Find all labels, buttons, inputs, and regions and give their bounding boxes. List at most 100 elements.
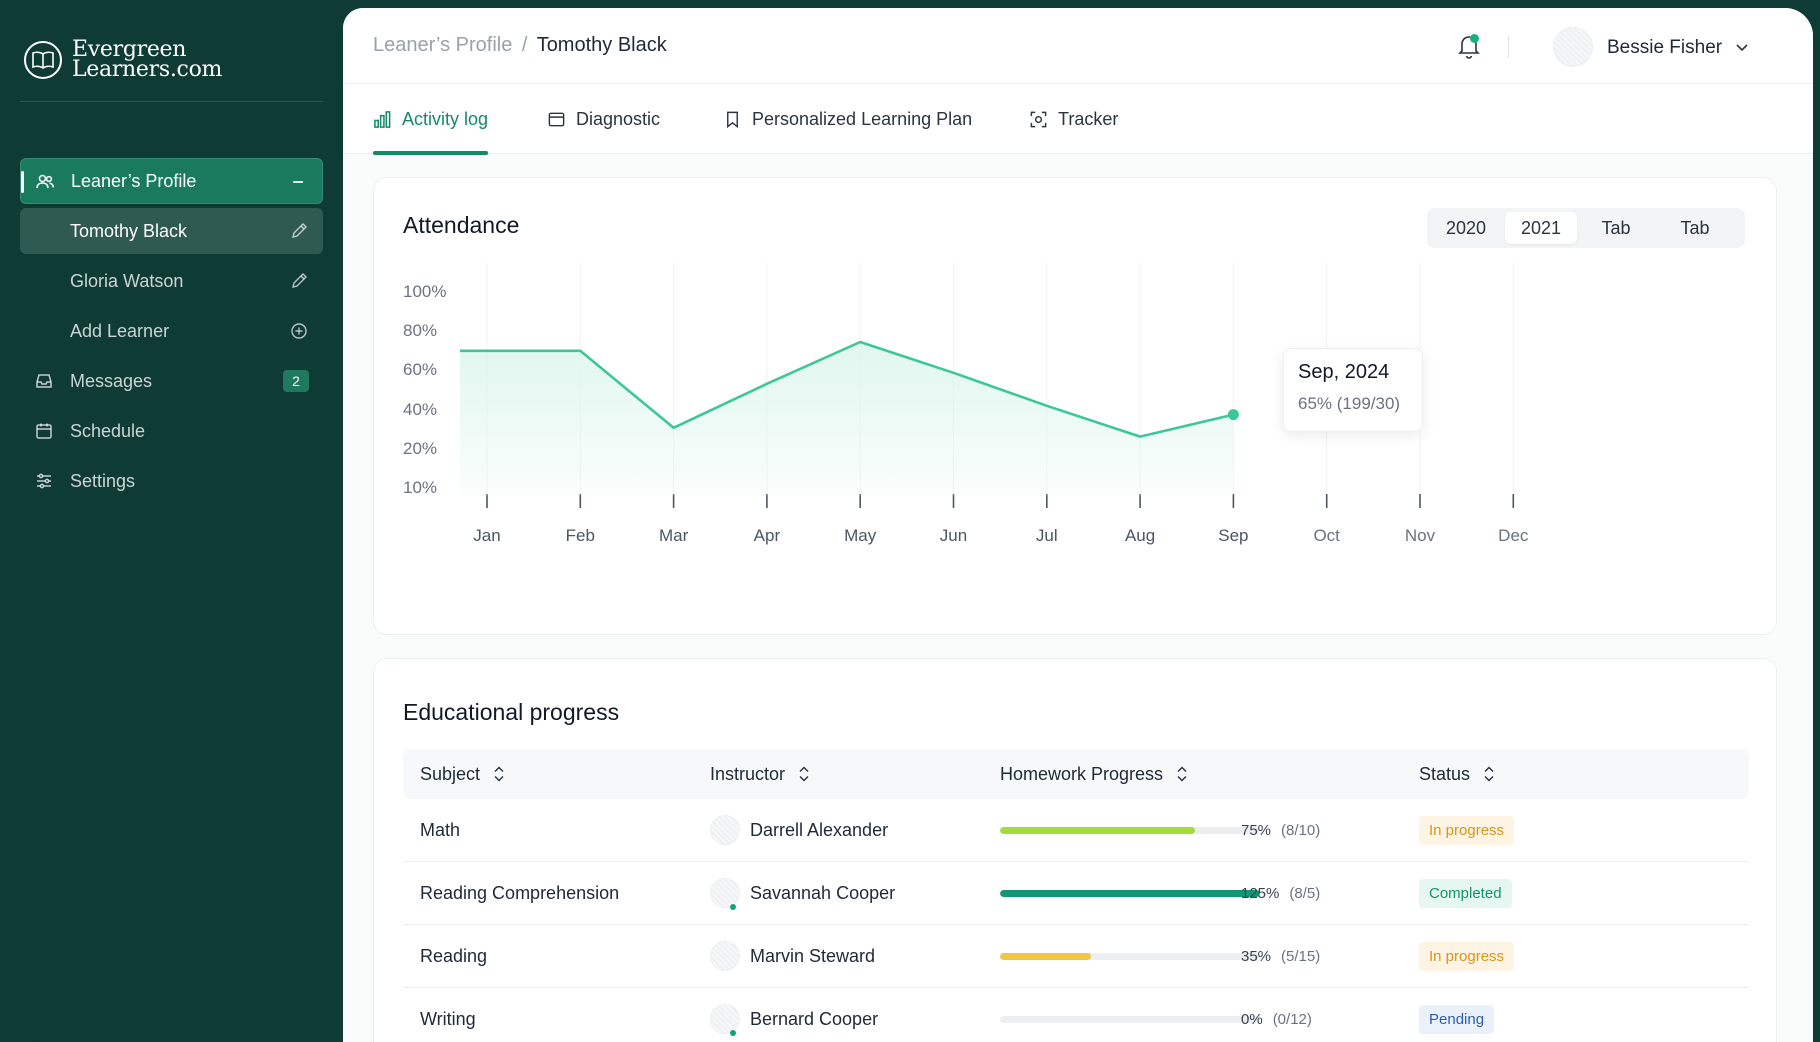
- x-tick-label: Aug: [1124, 526, 1156, 545]
- open-book-icon: [24, 41, 62, 79]
- brand-name: Evergreen Learners.com: [72, 37, 223, 82]
- tab-personalized-learning-plan[interactable]: Personalized Learning Plan: [723, 84, 972, 154]
- year-segmented-control: 2020 2021 Tab Tab: [1427, 208, 1745, 248]
- tab-tracker[interactable]: Tracker: [1029, 84, 1118, 154]
- y-tick-label: 10%: [403, 478, 438, 497]
- instructor-avatar: [710, 941, 740, 971]
- sort-icon: [1484, 766, 1494, 782]
- x-tick-label: Sep: [1218, 526, 1249, 545]
- instructor-cell: Savannah Cooper: [750, 883, 896, 903]
- instructor-avatar: [710, 1004, 740, 1034]
- progress-fill: [1000, 890, 1260, 897]
- sidebar-item-messages[interactable]: Messages 2: [20, 358, 323, 404]
- x-tick-label: Feb: [565, 526, 595, 545]
- homework-progress-bar: [1000, 890, 1260, 897]
- tab-label: Diagnostic: [576, 108, 661, 129]
- table-row[interactable]: Math Darrell Alexander 75% (8/10) In progres…: [403, 799, 1749, 862]
- y-tick-label: 100%: [403, 282, 447, 301]
- status-badge: Pending: [1419, 1005, 1495, 1034]
- sort-icon: [799, 766, 809, 782]
- pencil-icon[interactable]: [289, 271, 309, 291]
- subject-cell: Writing: [420, 1009, 476, 1029]
- educational-progress-card: Educational progress Subject Instructor …: [373, 658, 1777, 1042]
- x-tick-label: Nov: [1404, 526, 1436, 545]
- y-tick-label: 80%: [403, 321, 438, 340]
- avatar[interactable]: [1553, 27, 1593, 67]
- sidebar-item-tomothy-black[interactable]: Tomothy Black: [20, 208, 323, 254]
- breadcrumb: Leaner’s Profile / Tomothy Black: [373, 34, 667, 57]
- subject-cell: Reading Comprehension: [420, 883, 620, 903]
- bell-icon[interactable]: [1456, 32, 1482, 60]
- series-area: [460, 342, 1234, 496]
- header-divider: [1508, 36, 1509, 58]
- sidebar-item-label: Leaner’s Profile: [71, 170, 197, 191]
- tab-label: Personalized Learning Plan: [752, 108, 973, 129]
- status-badge: In progress: [1419, 942, 1515, 971]
- sidebar-nav: Leaner’s Profile Tomothy Black Gloria Wa…: [20, 158, 323, 508]
- minus-icon[interactable]: [288, 172, 308, 192]
- tooltip-value: 65% (199/30): [1298, 394, 1401, 413]
- y-tick-label: 60%: [403, 360, 438, 379]
- table-row[interactable]: Reading Comprehension Savannah Cooper 125%…: [403, 862, 1749, 925]
- plus-circle-icon[interactable]: [289, 321, 309, 341]
- column-homework-progress[interactable]: Homework Progress: [1000, 749, 1189, 799]
- segment-2020[interactable]: 2020: [1445, 217, 1487, 238]
- online-status-dot: [730, 904, 736, 910]
- segment-tab[interactable]: Tab: [1601, 217, 1631, 238]
- brand-logo[interactable]: Evergreen Learners.com: [24, 37, 223, 82]
- tab-activity-log[interactable]: Activity log: [373, 84, 489, 155]
- progress-percent: 0% (0/12): [1241, 1011, 1312, 1028]
- chart-tooltip: Sep, 2024 65% (199/30): [1283, 348, 1423, 432]
- sidebar-item-add-learner[interactable]: Add Learner: [20, 308, 323, 354]
- breadcrumb-parent-link[interactable]: Leaner’s Profile: [373, 34, 513, 56]
- column-subject[interactable]: Subject: [420, 749, 506, 799]
- instructor-avatar: [710, 815, 740, 845]
- sidebar-item-label: Schedule: [70, 420, 146, 441]
- sort-icon: [494, 766, 504, 782]
- subject-cell: Math: [420, 820, 461, 840]
- table-row[interactable]: Writing Bernard Cooper 0% (0/12) Pending: [403, 988, 1749, 1042]
- sidebar-item-learners-profile[interactable]: Leaner’s Profile: [20, 158, 323, 204]
- sidebar-item-label: Tomothy Black: [70, 220, 188, 241]
- sidebar-item-settings[interactable]: Settings: [20, 458, 323, 504]
- highlight-point[interactable]: [1227, 409, 1239, 421]
- sidebar-item-schedule[interactable]: Schedule: [20, 408, 323, 454]
- series-line: [460, 340, 1234, 438]
- x-tick-label: Mar: [658, 526, 689, 545]
- sidebar-divider: [20, 101, 323, 102]
- breadcrumb-current: Tomothy Black: [536, 34, 667, 56]
- tab-label: Tracker: [1058, 108, 1119, 129]
- instructor-avatar: [710, 878, 740, 908]
- column-instructor[interactable]: Instructor: [710, 749, 811, 799]
- sidebar-item-gloria-watson[interactable]: Gloria Watson: [20, 258, 323, 304]
- bar-chart-icon: [374, 110, 391, 128]
- instructor-cell: Bernard Cooper: [750, 1009, 879, 1029]
- online-status-dot: [730, 1030, 736, 1036]
- y-tick-label: 40%: [403, 400, 438, 419]
- focus-icon: [1030, 111, 1047, 127]
- x-tick-label: May: [844, 526, 877, 545]
- user-name[interactable]: Bessie Fisher: [1607, 37, 1723, 58]
- sidebar-item-label: Add Learner: [70, 320, 170, 341]
- top-bar: Leaner’s Profile / Tomothy Black Bessie …: [343, 8, 1813, 84]
- tab-diagnostic[interactable]: Diagnostic: [547, 84, 660, 154]
- x-tick-label: Jun: [939, 526, 968, 545]
- segment-2021[interactable]: 2021: [1505, 212, 1577, 244]
- calendar-icon: [36, 423, 52, 439]
- column-status[interactable]: Status: [1419, 749, 1496, 799]
- chevron-down-icon[interactable]: [1733, 38, 1751, 56]
- homework-progress-bar: [1000, 1016, 1260, 1023]
- table-row[interactable]: Reading Marvin Steward 35% (5/15) In progres…: [403, 925, 1749, 988]
- homework-progress-bar: [1000, 953, 1260, 960]
- segment-tab[interactable]: Tab: [1680, 217, 1710, 238]
- y-tick-label: 20%: [403, 439, 438, 458]
- table-header: Subject Instructor Homework Progress Sta…: [403, 749, 1749, 799]
- tooltip-title: Sep, 2024: [1298, 361, 1390, 383]
- main-panel: Leaner’s Profile / Tomothy Black Bessie …: [343, 8, 1813, 1042]
- pencil-icon[interactable]: [289, 221, 309, 241]
- progress-fill: [1000, 827, 1195, 834]
- attendance-chart: [460, 263, 1515, 508]
- subject-cell: Reading: [420, 946, 488, 966]
- sidebar: Evergreen Learners.com Leaner’s Profile …: [0, 0, 343, 1042]
- x-tick-label: Jul: [1035, 526, 1058, 545]
